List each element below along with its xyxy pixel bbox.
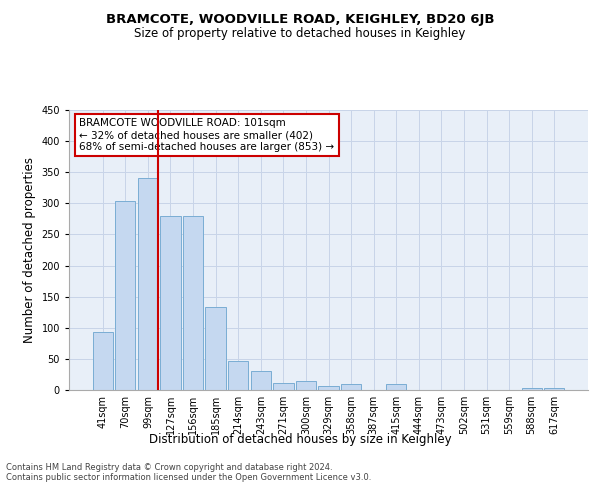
Bar [205,307,226,390]
Bar [544,388,565,390]
Text: Contains HM Land Registry data © Crown copyright and database right 2024.
Contai: Contains HM Land Registry data © Crown c… [6,462,371,482]
Bar [521,388,542,390]
Bar [228,361,248,390]
Text: BRAMCOTE, WOODVILLE ROAD, KEIGHLEY, BD20 6JB: BRAMCOTE, WOODVILLE ROAD, KEIGHLEY, BD20… [106,12,494,26]
Bar [115,202,136,390]
Bar [138,178,158,390]
Bar [92,332,113,390]
Bar [296,382,316,390]
Y-axis label: Number of detached properties: Number of detached properties [23,157,36,343]
Bar [319,386,338,390]
Bar [341,384,361,390]
Bar [251,370,271,390]
Text: Distribution of detached houses by size in Keighley: Distribution of detached houses by size … [149,432,451,446]
Text: Size of property relative to detached houses in Keighley: Size of property relative to detached ho… [134,28,466,40]
Bar [160,216,181,390]
Bar [183,216,203,390]
Bar [386,384,406,390]
Text: BRAMCOTE WOODVILLE ROAD: 101sqm
← 32% of detached houses are smaller (402)
68% o: BRAMCOTE WOODVILLE ROAD: 101sqm ← 32% of… [79,118,335,152]
Bar [273,382,293,390]
